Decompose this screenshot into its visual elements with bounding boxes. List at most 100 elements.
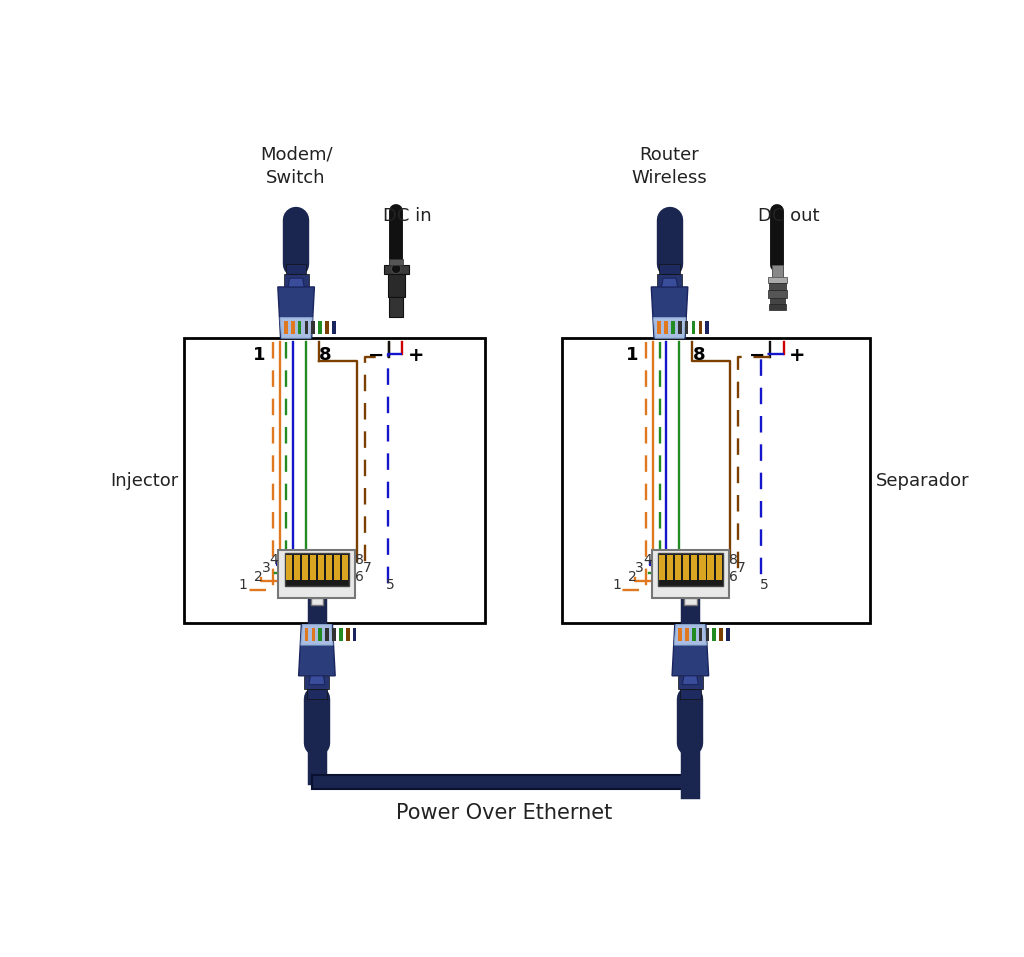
Bar <box>699 555 706 580</box>
Bar <box>384 265 409 275</box>
Text: 7: 7 <box>736 562 745 575</box>
Bar <box>726 628 730 641</box>
Circle shape <box>391 264 400 274</box>
Bar <box>713 628 716 641</box>
Bar <box>310 555 316 580</box>
Text: 5: 5 <box>386 578 395 592</box>
Bar <box>310 597 323 606</box>
Bar <box>298 321 301 334</box>
Polygon shape <box>674 625 707 645</box>
Bar <box>284 321 288 334</box>
Polygon shape <box>662 278 678 287</box>
Bar <box>708 555 714 580</box>
Text: 2: 2 <box>254 569 263 584</box>
Bar <box>698 628 702 641</box>
Text: +: + <box>408 345 425 365</box>
Bar <box>769 304 785 310</box>
Bar <box>346 628 349 641</box>
Text: 1: 1 <box>612 578 621 592</box>
Bar <box>770 298 785 304</box>
Bar <box>768 277 786 282</box>
Bar <box>306 689 327 700</box>
Bar <box>326 555 332 580</box>
Bar <box>678 676 702 689</box>
Bar <box>706 628 710 641</box>
Polygon shape <box>278 287 314 338</box>
Bar <box>685 321 688 334</box>
Bar <box>768 290 786 298</box>
Text: Modem/
Switch: Modem/ Switch <box>260 145 333 188</box>
Bar <box>691 555 697 580</box>
Polygon shape <box>653 318 686 338</box>
Bar <box>657 274 682 287</box>
Bar <box>311 775 695 789</box>
Text: Power Over Ethernet: Power Over Ethernet <box>395 804 611 823</box>
Polygon shape <box>651 287 688 338</box>
Bar <box>719 628 723 641</box>
Text: DC out: DC out <box>758 208 819 225</box>
Text: Router
Wireless: Router Wireless <box>632 145 708 188</box>
Text: 8: 8 <box>355 553 365 567</box>
Bar <box>680 689 700 700</box>
Bar <box>332 321 336 334</box>
Text: Separador: Separador <box>876 472 970 490</box>
Text: 5: 5 <box>760 578 768 592</box>
Bar <box>659 263 680 274</box>
Bar <box>325 321 329 334</box>
Bar <box>683 555 689 580</box>
Text: 4: 4 <box>269 553 279 567</box>
Bar <box>318 321 322 334</box>
Bar <box>302 555 308 580</box>
Bar <box>692 628 695 641</box>
Text: 7: 7 <box>364 562 372 575</box>
Polygon shape <box>280 318 312 338</box>
Bar <box>388 275 404 298</box>
Bar <box>286 555 292 580</box>
Text: 8: 8 <box>692 346 706 364</box>
Bar <box>562 338 869 623</box>
Polygon shape <box>309 676 325 684</box>
Bar <box>294 555 300 580</box>
Bar <box>342 555 348 580</box>
Bar <box>685 628 689 641</box>
Text: 4: 4 <box>643 553 652 567</box>
Bar <box>716 555 722 580</box>
Bar <box>698 321 702 334</box>
Bar <box>352 628 356 641</box>
Text: 6: 6 <box>729 569 737 584</box>
Bar <box>339 628 343 641</box>
Polygon shape <box>682 676 698 684</box>
Bar <box>659 555 666 580</box>
Bar <box>671 321 675 334</box>
Bar <box>334 555 340 580</box>
Bar <box>318 628 323 641</box>
Bar <box>675 555 681 580</box>
Text: 3: 3 <box>262 562 270 575</box>
Bar <box>311 628 315 641</box>
Text: 2: 2 <box>628 569 637 584</box>
Bar <box>317 555 324 580</box>
Bar <box>665 321 668 334</box>
Bar <box>304 676 330 689</box>
Bar <box>389 258 403 265</box>
Bar <box>706 321 709 334</box>
Bar <box>691 321 695 334</box>
Bar <box>305 628 308 641</box>
Bar <box>769 282 785 290</box>
Bar <box>678 628 682 641</box>
Bar <box>657 321 662 334</box>
Bar <box>684 597 696 606</box>
Bar <box>772 265 782 277</box>
Bar <box>286 263 306 274</box>
Text: 8: 8 <box>729 553 737 567</box>
Bar <box>279 550 355 597</box>
Bar <box>326 628 329 641</box>
Text: Injector: Injector <box>110 472 178 490</box>
Bar <box>658 553 723 587</box>
Text: 3: 3 <box>636 562 644 575</box>
Polygon shape <box>299 625 335 676</box>
Polygon shape <box>301 625 333 645</box>
Bar <box>285 553 349 587</box>
Bar <box>304 321 308 334</box>
Bar <box>284 274 308 287</box>
